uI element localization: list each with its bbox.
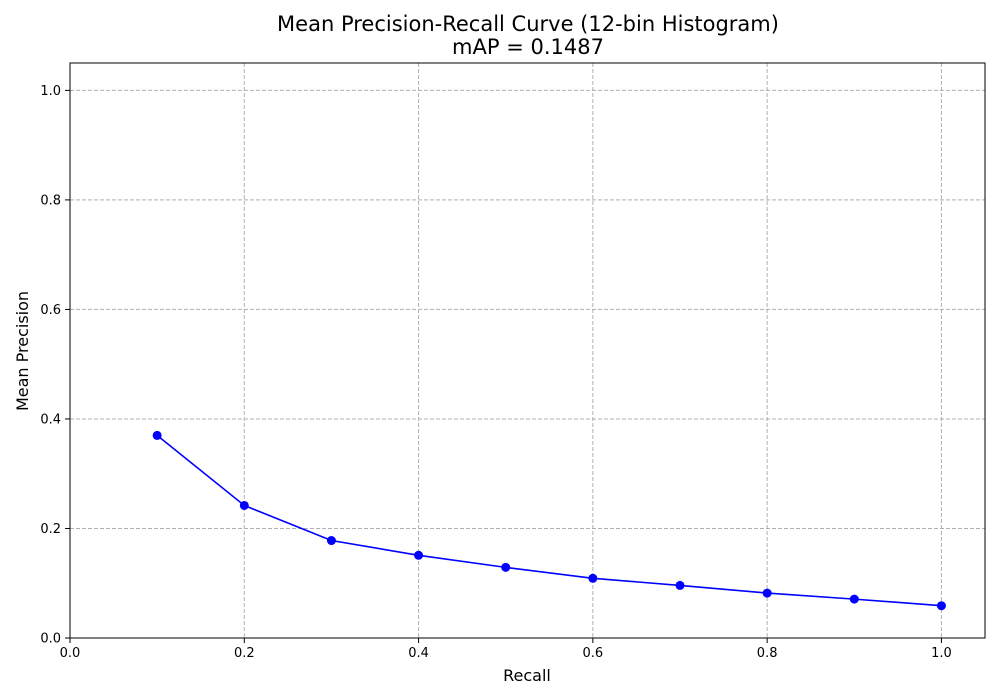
series-layer xyxy=(152,430,946,611)
y-tick-label: 0.0 xyxy=(40,632,61,647)
data-point xyxy=(762,588,772,598)
x-tick-label: 0.2 xyxy=(234,646,255,661)
x-tick-label: 1.0 xyxy=(931,646,952,661)
y-tick-label: 0.4 xyxy=(40,412,61,427)
grid-lines xyxy=(69,63,985,639)
y-tick-label: 0.8 xyxy=(40,193,61,208)
y-axis-label: Mean Precision xyxy=(13,291,32,411)
data-point xyxy=(849,594,859,604)
y-tick-label: 0.6 xyxy=(40,303,61,318)
chart-title: Mean Precision-Recall Curve (12-bin Hist… xyxy=(277,12,779,36)
data-point xyxy=(588,573,598,583)
series-line xyxy=(156,434,942,607)
x-axis-label: Recall xyxy=(503,666,551,685)
data-point xyxy=(414,550,424,560)
data-point xyxy=(501,562,511,572)
x-tick-label: 0.0 xyxy=(60,646,81,661)
data-point xyxy=(326,536,336,546)
x-tick-label: 0.6 xyxy=(583,646,604,661)
data-point xyxy=(936,601,946,611)
x-tick-label: 0.8 xyxy=(757,646,778,661)
data-point xyxy=(675,580,685,590)
data-point xyxy=(239,500,249,510)
plot-frame xyxy=(69,62,986,639)
chart-subtitle: mAP = 0.1487 xyxy=(452,35,604,59)
axis-ticks: 0.0 0.2 0.4 0.6 0.8 1.0 0.0 0.2 0.4 0.6 0.8 1.0 xyxy=(40,84,951,661)
y-tick-label: 1.0 xyxy=(40,84,61,99)
y-tick-label: 0.2 xyxy=(40,522,61,537)
x-tick-label: 0.4 xyxy=(408,646,429,661)
data-point xyxy=(152,430,162,440)
